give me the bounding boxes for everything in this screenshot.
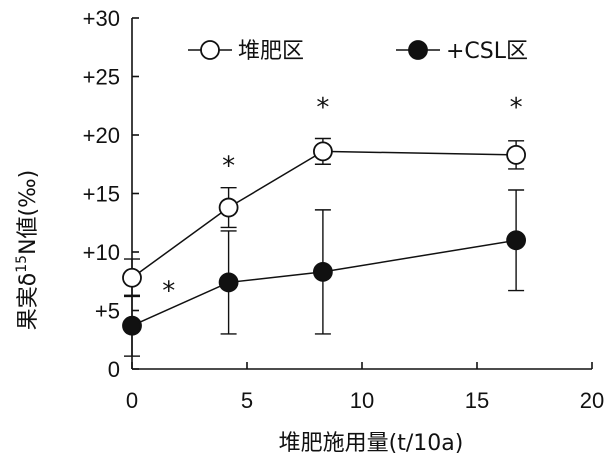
significance-mark: * [316,93,329,123]
x-tick-label: 5 [241,388,253,413]
data-point [122,315,142,336]
significance-mark: * [222,151,235,181]
y-tick-label: +30 [83,6,120,31]
data-point [312,261,333,282]
data-point [312,141,333,162]
y-tick-label: +10 [83,240,120,265]
y-ticks: 0 +5 +10 +15 +20 +25 +30 [83,6,139,382]
y-axis-title-prefix: 果実δ [16,273,41,330]
data-point [506,230,526,251]
legend-label: +CSL区 [446,39,528,64]
significance-mark: * [162,276,175,306]
series-line [131,150,517,279]
y-tick-label: +25 [83,65,120,90]
x-tick-label: 10 [350,388,374,413]
x-axis-title: 堆肥施用量(t/10a) [279,431,464,456]
y-tick-label: +20 [83,123,120,148]
data-point [506,144,526,165]
data-point [218,197,239,218]
legend: 堆肥区 +CSL区 [188,39,528,64]
y-axis-title-group: 果実δ15N値(‰) [14,170,41,330]
x-ticks: 0 5 10 15 20 [126,362,604,413]
y-tick-label: 0 [108,357,120,382]
series-layer [122,137,526,357]
y-tick-label: +15 [83,182,120,207]
annotations: * * * * [162,93,522,307]
x-tick-label: 0 [126,388,138,413]
legend-label: 堆肥区 [238,39,304,64]
x-tick-label: 20 [580,388,604,413]
y-tick-label: +5 [95,299,120,324]
axes [131,18,592,370]
series-line [131,239,517,327]
series-1 [122,137,526,298]
legend-marker [408,40,428,60]
significance-mark: * [510,93,523,123]
data-point [218,272,239,293]
series-2 [122,189,526,357]
y-axis-title-suffix: N値(‰) [16,170,41,255]
y-axis-title-sup: 15 [14,255,30,273]
x-tick-label: 15 [465,388,489,413]
y-axis-title: 果実δ15N値(‰) [14,170,41,330]
data-point [122,267,142,288]
legend-marker [200,40,220,60]
